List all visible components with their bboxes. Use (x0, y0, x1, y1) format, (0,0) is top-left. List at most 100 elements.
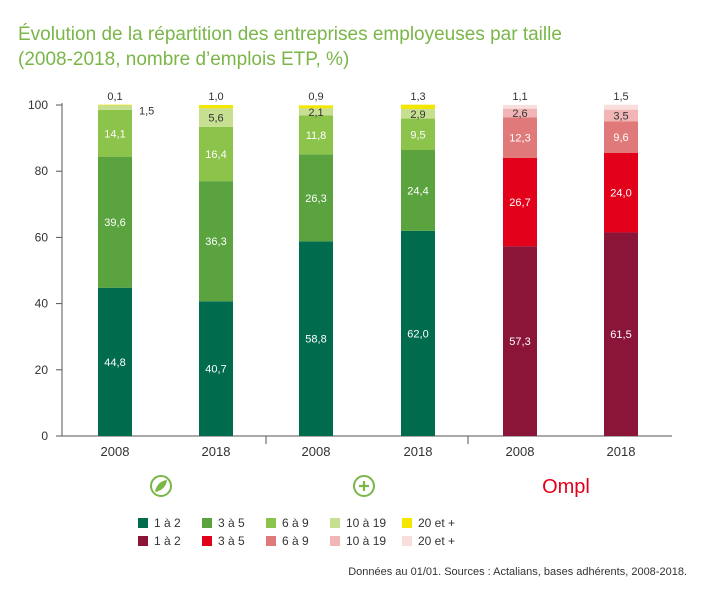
bar-segment (401, 104, 435, 109)
bar-segment (299, 154, 333, 242)
data-label: 62,0 (407, 328, 428, 340)
data-label: 57,3 (509, 336, 530, 348)
legend-label: 20 et + (418, 516, 456, 530)
chart-title-line-2: (2008-2018, nombre d’emplois ETP, %) (18, 49, 350, 70)
bar-segment (401, 108, 435, 119)
bar-segment (98, 156, 132, 288)
legend-item: 1 à 2 (138, 534, 202, 548)
legend-swatch (202, 518, 212, 528)
data-label: 0,9 (308, 91, 323, 103)
bar-segment (299, 105, 333, 109)
bar-segment (199, 105, 233, 109)
legend-label: 6 à 9 (282, 534, 309, 548)
legend-item: 6 à 9 (266, 516, 330, 530)
bar-segment (401, 230, 435, 436)
legend-swatch (330, 536, 340, 546)
x-tick-label: 2018 (607, 444, 636, 459)
bar-segment (604, 109, 638, 122)
legend-swatch (402, 536, 412, 546)
legend: 1 à 2 3 à 5 6 à 9 10 à 19 20 et + 1 à 2 3 à 5… (138, 514, 466, 550)
legend-swatch (266, 536, 276, 546)
y-tick-label: 40 (35, 297, 49, 311)
legend-swatch (138, 518, 148, 528)
bar-segment (98, 287, 132, 436)
bar-segment (604, 152, 638, 233)
legend-item: 20 et + (402, 534, 466, 548)
data-label: 26,7 (509, 197, 530, 209)
bar-segment (98, 109, 132, 157)
legend-swatch (330, 518, 340, 528)
y-tick-label: 60 (35, 230, 49, 244)
data-label: 26,3 (305, 193, 326, 205)
data-label: 58,8 (305, 334, 326, 346)
y-tick-label: 80 (35, 164, 49, 178)
leaf-shape-icon (155, 480, 167, 492)
bar-segment (299, 241, 333, 436)
legend-item: 1 à 2 (138, 516, 202, 530)
data-label: 1,0 (208, 91, 223, 103)
data-label: 16,4 (205, 149, 226, 161)
data-label: 12,3 (509, 133, 530, 145)
data-label: 2,1 (308, 107, 323, 119)
chart-title-line-1: Évolution de la répartition des entrepri… (18, 24, 562, 45)
legend-item: 3 à 5 (202, 534, 266, 548)
legend-item: 10 à 19 (330, 534, 402, 548)
y-tick-label: 100 (28, 98, 48, 112)
bar-segment (604, 232, 638, 436)
bar-segment (401, 150, 435, 231)
x-tick-label: 2018 (202, 444, 231, 459)
data-label: 24,4 (407, 185, 428, 197)
data-label: 36,3 (205, 236, 226, 248)
bar-segment (299, 108, 333, 116)
data-label: 2,9 (410, 109, 425, 121)
bar-segment (503, 105, 537, 109)
legend-swatch (202, 536, 212, 546)
data-label: 1,5 (613, 91, 628, 103)
data-label: 2,6 (512, 108, 527, 120)
bar-segment (604, 104, 638, 110)
data-label: 1,1 (512, 91, 527, 103)
data-label: 24,0 (610, 188, 631, 200)
ompl-logo: Ompl (542, 476, 590, 498)
legend-label: 3 à 5 (218, 516, 245, 530)
legend-label: 20 et + (418, 534, 456, 548)
source-note: Données au 01/01. Sources : Actalians, b… (348, 566, 687, 578)
legend-swatch (402, 518, 412, 528)
data-label: 61,5 (610, 329, 631, 341)
data-label: 40,7 (205, 364, 226, 376)
data-label: 1,3 (410, 91, 425, 103)
data-label: 39,6 (104, 217, 125, 229)
legend-label: 10 à 19 (346, 516, 387, 530)
legend-label: 10 à 19 (346, 534, 387, 548)
bar-segment (199, 126, 233, 182)
legend-label: 6 à 9 (282, 516, 309, 530)
x-tick-label: 2008 (101, 444, 130, 459)
data-label: 3,5 (613, 110, 628, 122)
bar-segment (299, 115, 333, 155)
bar-segment (199, 108, 233, 127)
bar-segment (604, 121, 638, 153)
data-label: 11,8 (306, 130, 327, 142)
x-tick-label: 2018 (404, 444, 433, 459)
bar-segment (503, 108, 537, 118)
legend-item: 6 à 9 (266, 534, 330, 548)
chart-title: Évolution de la répartition des entrepri… (18, 22, 562, 72)
bar-segment (98, 105, 132, 110)
legend-label: 3 à 5 (218, 534, 245, 548)
bar-segment (503, 246, 537, 436)
bar-segment (401, 118, 435, 151)
legend-item: 10 à 19 (330, 516, 402, 530)
data-label: 9,5 (410, 129, 425, 141)
data-label: 1,5 (139, 105, 154, 117)
legend-label: 1 à 2 (154, 534, 181, 548)
legend-row-green: 1 à 2 3 à 5 6 à 9 10 à 19 20 et + (138, 514, 466, 532)
legend-swatch (266, 518, 276, 528)
data-label: 0,1 (107, 91, 122, 103)
legend-label: 1 à 2 (154, 516, 181, 530)
data-label: 9,6 (613, 132, 628, 144)
bar-segment (503, 117, 537, 158)
data-label: 5,6 (208, 113, 223, 125)
y-tick-label: 0 (41, 429, 48, 443)
plus-shape-icon (359, 481, 369, 491)
